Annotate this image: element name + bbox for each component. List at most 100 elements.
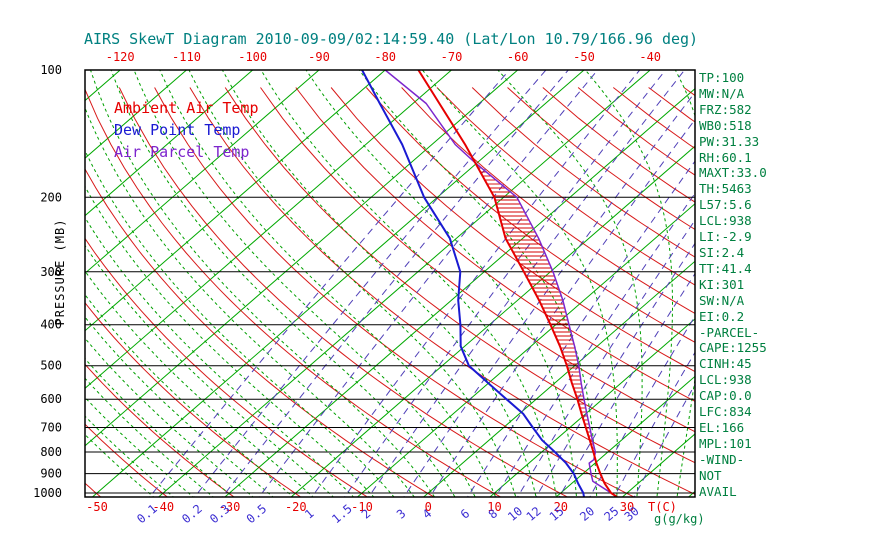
bottom-temp-tick-label: 30	[620, 500, 634, 514]
legend-item: Dew Point Temp	[114, 121, 241, 139]
mixing-ratio-line	[311, 70, 641, 497]
moist-adiabat-line	[85, 244, 335, 497]
mixing-ratio-tick-label: 3	[394, 506, 409, 521]
dry-adiabat-line	[295, 87, 695, 402]
moist-adiabat-line	[159, 70, 497, 497]
stats-line: WB0:518	[699, 117, 752, 133]
stats-line: TT:41.4	[699, 260, 752, 276]
isotherm-line	[423, 260, 695, 497]
mixing-ratio-line	[343, 70, 666, 497]
legend-item: Ambient Air Temp	[114, 99, 259, 117]
pressure-tick-label: 200	[40, 190, 62, 204]
isotherm-line	[158, 70, 651, 497]
pressure-tick-label: 300	[40, 265, 62, 279]
dry-adiabat-grid	[85, 87, 695, 497]
top-temp-tick-label: -110	[172, 50, 201, 64]
plot-grid	[85, 70, 695, 497]
moist-adiabat-line	[85, 377, 215, 497]
air-parcel-temp-curve	[384, 70, 618, 497]
bottom-temp-tick-label: 0	[425, 500, 432, 514]
stats-line: LCL:938	[699, 213, 752, 229]
stats-line: LCL:938	[699, 372, 752, 388]
isotherm-line	[290, 145, 695, 497]
moist-adiabat-line	[422, 70, 618, 497]
isotherm-line	[85, 70, 386, 332]
moist-adiabat-line	[305, 70, 578, 497]
mixing-ratio-tick-label: 10	[505, 504, 525, 524]
stats-line: NOT	[699, 467, 722, 483]
moist-adiabat-line	[85, 293, 294, 497]
isotherm-line	[92, 70, 585, 497]
bottom-temp-tick-label: -10	[351, 500, 373, 514]
isotherm-line	[85, 70, 320, 274]
moist-adiabat-line	[133, 70, 476, 497]
isotherm-grid	[85, 70, 695, 497]
dew-point-temp-curve	[361, 70, 585, 497]
stats-line: TH:5463	[699, 181, 752, 197]
moist-adiabat-grid	[85, 70, 695, 497]
stats-line: CINH:45	[699, 356, 752, 372]
bottom-temp-tick-label: -40	[152, 500, 174, 514]
stats-line: MAXT:33.0	[699, 165, 767, 181]
stats-line: MPL:101	[699, 435, 752, 451]
moist-adiabat-line	[497, 70, 643, 497]
pressure-tick-label: 900	[40, 467, 62, 481]
mixing-ratio-line	[403, 91, 695, 497]
stats-line: LFC:834	[699, 404, 752, 420]
pressure-tick-label: 700	[40, 421, 62, 435]
mixing-ratio-tick-label: 25	[601, 504, 621, 524]
pressure-tick-label: 1000	[33, 486, 62, 500]
mixing-ratio-tick-label: 0.2	[179, 502, 205, 527]
cape-hatch	[478, 167, 596, 453]
plot-legend: Ambient Air Temp Dew Point Temp Air Parcel…	[114, 97, 259, 163]
bottom-temp-tick-label: -30	[219, 500, 241, 514]
top-temp-tick-label: -40	[639, 50, 661, 64]
dry-adiabat-line	[224, 87, 695, 464]
dry-adiabat-line	[401, 87, 695, 314]
mixing-ratio-tick-label: 0.5	[244, 502, 270, 527]
pressure-tick-label: 400	[40, 318, 62, 332]
mixing-ratio-line	[429, 118, 695, 497]
mixing-ratio-tick-label: 12	[524, 504, 544, 524]
stats-line: MW:N/A	[699, 85, 745, 101]
mixing-ratio-line	[517, 219, 695, 497]
mixing-ratio-tick-label: 6	[458, 506, 473, 521]
stats-line: PW:31.33	[699, 133, 760, 149]
dry-adiabat-line	[85, 423, 169, 497]
moist-adiabat-line	[674, 70, 695, 497]
isotherm-line	[555, 375, 695, 497]
top-temp-tick-label: -70	[441, 50, 463, 64]
bottom-temp-tick-label: -50	[86, 500, 108, 514]
isotherm-line	[224, 88, 695, 497]
temp-unit-label: T(C)	[648, 500, 677, 514]
stats-line: FRZ:582	[699, 101, 752, 117]
dry-adiabat-line	[260, 87, 695, 433]
legend-item: Air Parcel Temp	[114, 143, 250, 161]
top-temp-tick-label: -120	[106, 50, 135, 64]
top-temp-tick-label: -90	[308, 50, 330, 64]
dry-adiabat-line	[154, 87, 636, 497]
pressure-axis-title: PRESSURE (MB)	[53, 219, 67, 326]
stats-line: LI:-2.9	[699, 229, 752, 245]
bottom-temp-tick-label: -20	[285, 500, 307, 514]
mixing-unit-label: g(g/kg)	[654, 512, 705, 526]
mixing-ratio-tick-label: 1	[302, 506, 317, 521]
isotherm-line	[85, 70, 187, 159]
mixing-ratio-line	[258, 70, 598, 497]
moist-adiabat-line	[90, 70, 436, 497]
stats-line: TP:100	[699, 70, 745, 85]
mixing-ratio-line	[633, 383, 695, 497]
bottom-temp-tick-label: 10	[487, 500, 501, 514]
pressure-tick-label: 500	[40, 359, 62, 373]
moist-adiabat-line	[85, 106, 415, 497]
dry-adiabat-line	[471, 87, 695, 258]
stats-panel: TP:100 MW:N/A FRZ:582 WB0:518 PW:31.33 RH:60.…	[699, 70, 767, 499]
dry-adiabat-line	[436, 87, 695, 286]
pressure-tick-label: 800	[40, 445, 62, 459]
moist-adiabat-line	[188, 70, 517, 497]
dry-adiabat-line	[118, 87, 569, 497]
top-temp-tick-label: -50	[573, 50, 595, 64]
bottom-temp-tick-label: 20	[554, 500, 568, 514]
